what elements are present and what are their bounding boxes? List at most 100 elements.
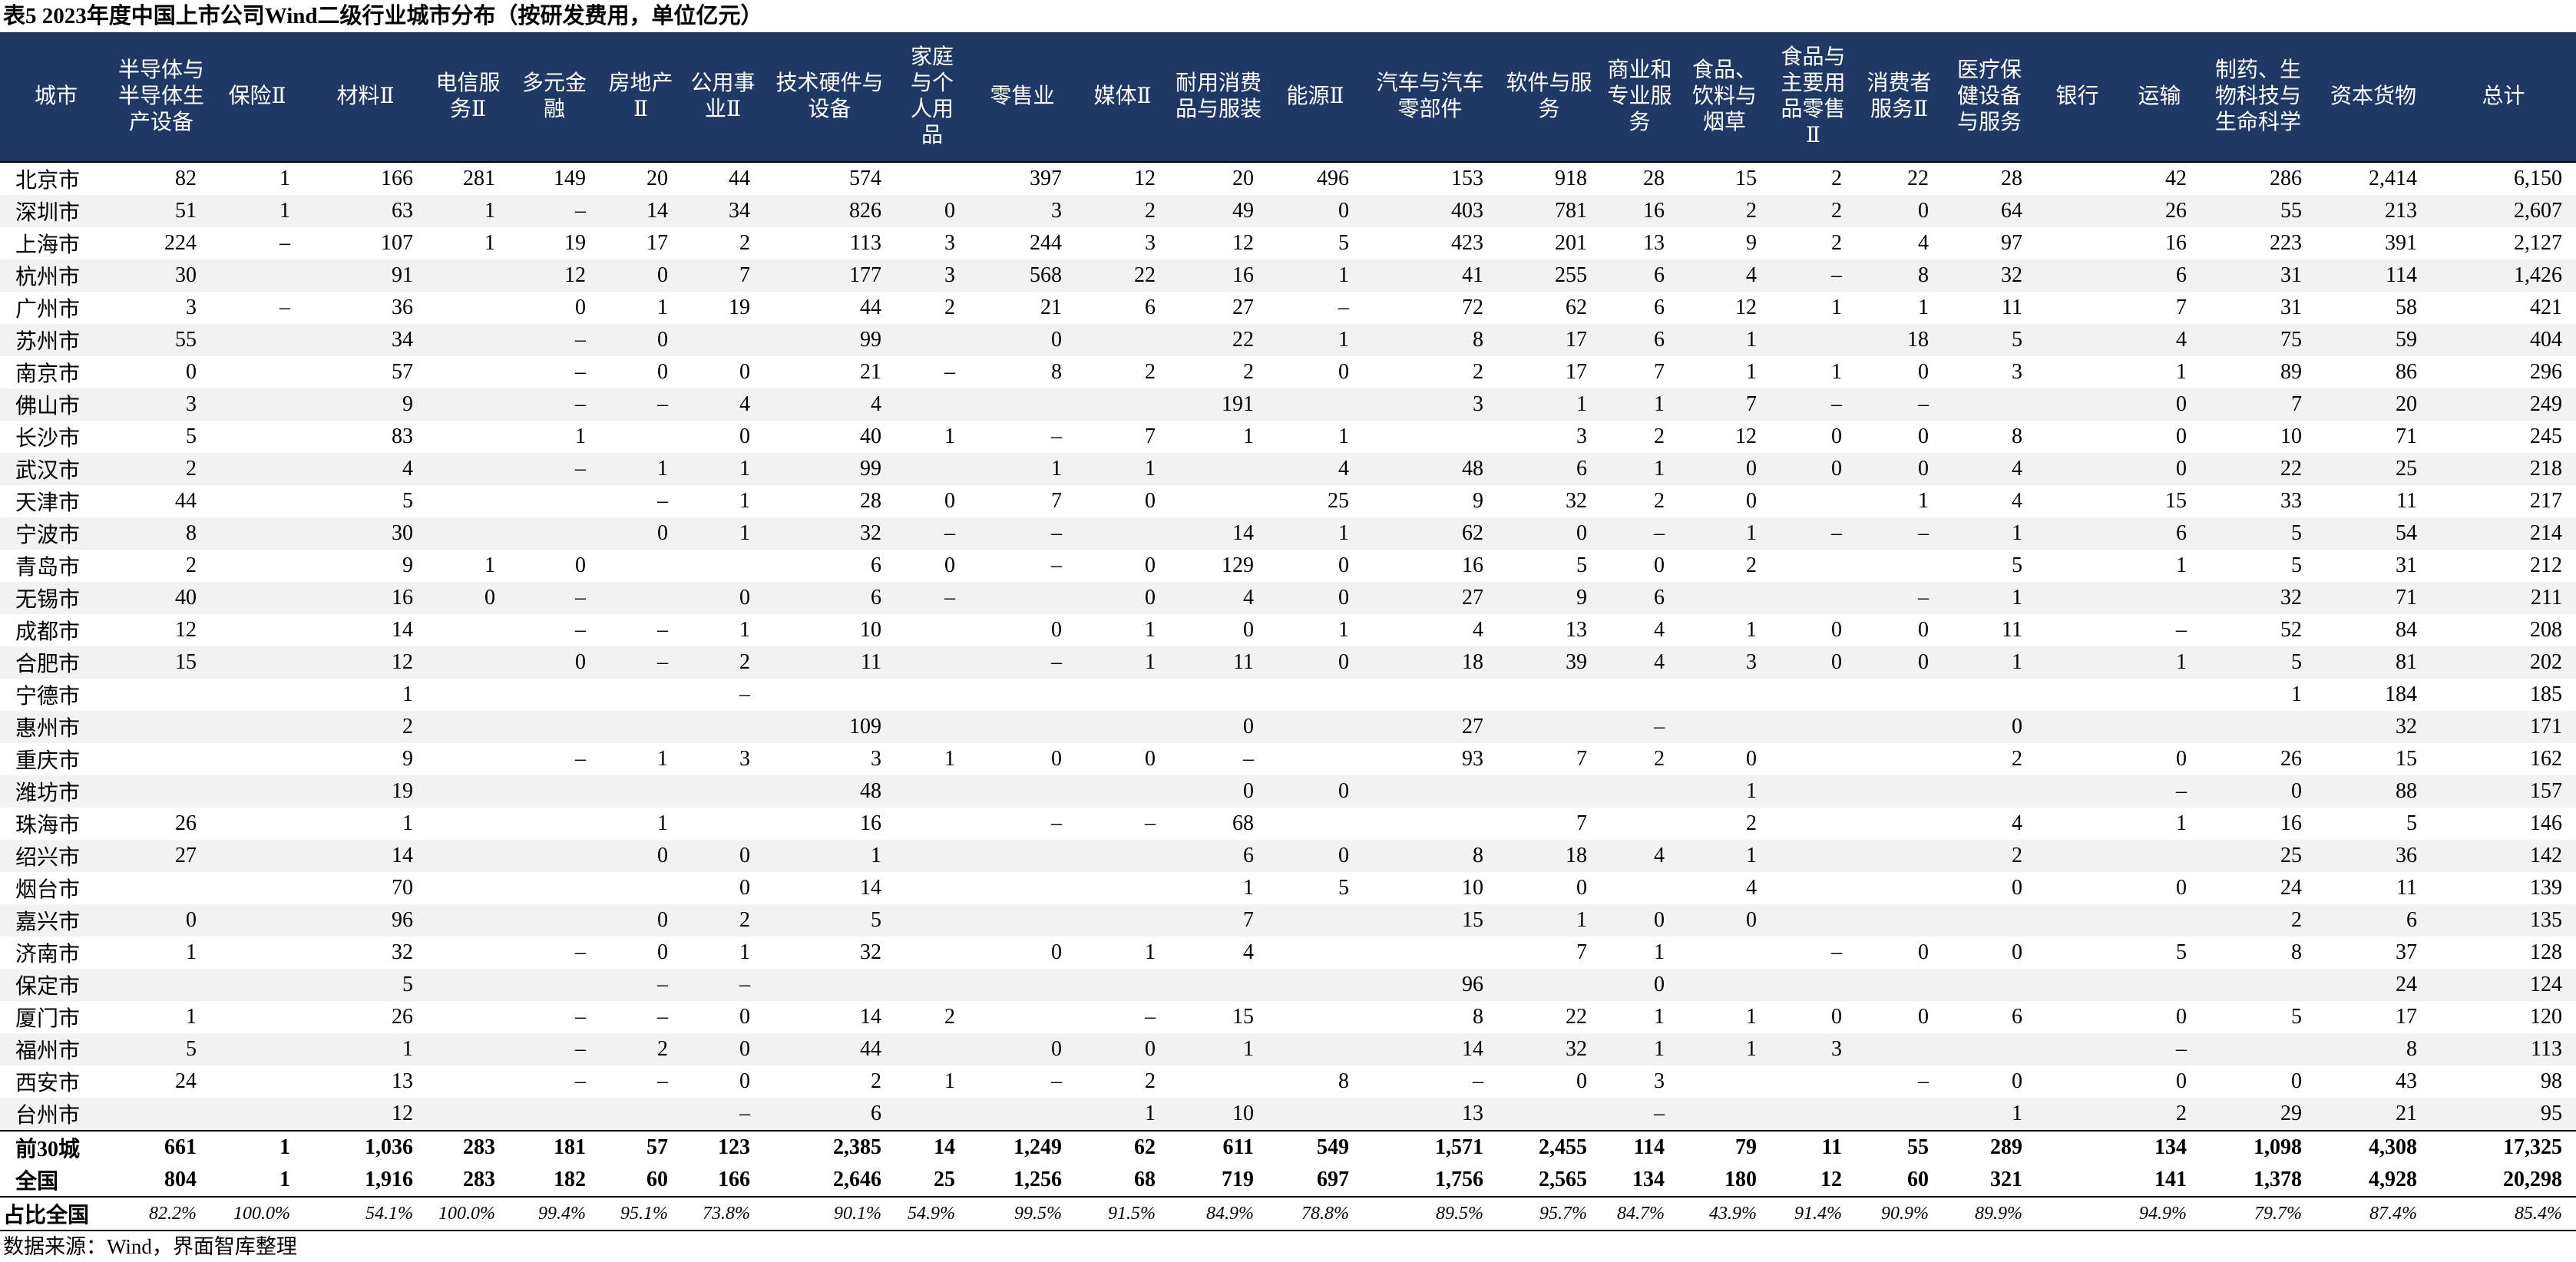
source-note: 数据来源：Wind，界面智库整理	[3, 1235, 297, 1258]
table-cell: 1	[2176, 811, 2187, 835]
table-cell: 0	[1918, 425, 1929, 448]
table-cell: 0	[739, 876, 750, 900]
table-cell: 0	[600, 259, 682, 292]
table-cell	[210, 808, 304, 840]
table-cell: 114	[1601, 1130, 1678, 1164]
table-cell: –	[509, 453, 600, 485]
table-cell: 1	[1678, 1033, 1771, 1065]
table-cell: –	[575, 1005, 586, 1029]
table-cell: 1	[1678, 775, 1771, 808]
table-cell	[2036, 969, 2118, 1001]
table-cell: 2	[944, 1005, 955, 1029]
table-cell: 2	[1145, 360, 1156, 384]
table-cell: 96	[304, 904, 427, 937]
table-cell: 14	[392, 618, 413, 642]
table-cell: 27	[1363, 711, 1497, 743]
table-cell: –	[509, 582, 600, 614]
table-cell: 8	[1473, 1005, 1483, 1029]
table-cell: 17	[2396, 1005, 2417, 1029]
table-cell	[509, 679, 600, 711]
table-cell: 286	[2270, 167, 2302, 190]
table-cell: 139	[2530, 876, 2562, 900]
table-cell: 31	[2396, 553, 2417, 577]
table-cell: 32	[860, 940, 881, 964]
table-cell: 3	[1145, 231, 1156, 255]
table-cell: 0	[1918, 360, 1929, 384]
table-cell	[1363, 421, 1497, 453]
table-cell	[895, 646, 969, 679]
table-cell: 1	[427, 195, 509, 227]
table-cell: 57	[392, 360, 413, 384]
table-cell: 1,426	[2431, 259, 2576, 292]
table-cell	[427, 1033, 509, 1065]
table-cell	[1076, 517, 1169, 550]
table-cell: 217	[2530, 489, 2562, 513]
table-cell: 6	[1601, 259, 1678, 292]
table-cell: 26	[2118, 195, 2201, 227]
table-cell	[1771, 582, 1856, 614]
table-cell: 21	[1040, 296, 1062, 319]
table-cell	[427, 324, 509, 356]
table-row: 深圳市 51 1 63 1–14 34 826 0 3 2 49 0 403 781 16 2 2 0 64 26 55…	[0, 195, 2576, 227]
table-cell: 31	[2280, 296, 2302, 319]
table-cell	[2036, 1098, 2118, 1131]
table-cell: 6,150	[2514, 167, 2562, 190]
table-cell: 15	[1363, 904, 1497, 937]
table-cell	[1678, 969, 1771, 1001]
table-cell	[2118, 582, 2201, 614]
table-cell: 12	[509, 259, 600, 292]
table-cell: 5	[1338, 231, 1349, 255]
table-cell: 1,916	[365, 1168, 413, 1191]
table-cell: –	[657, 489, 668, 513]
table-cell: –	[1856, 517, 1943, 550]
row-label: 全国	[15, 1170, 59, 1194]
table-cell: –	[1051, 811, 1062, 835]
table-cell: 423	[1451, 231, 1483, 255]
table-cell: 0	[1856, 646, 1943, 679]
table-cell: 0	[1601, 969, 1678, 1001]
table-cell	[427, 840, 509, 872]
table-cell	[1363, 775, 1497, 808]
table-cell: 16	[2165, 231, 2187, 255]
table-cell: 8	[1856, 259, 1943, 292]
table-cell: 697	[1317, 1168, 1349, 1191]
table-cell	[969, 1098, 1076, 1131]
table-cell: 19	[729, 296, 750, 319]
table-cell: 1	[1831, 296, 1842, 319]
table-cell: 4	[1746, 876, 1757, 900]
table-cell: 549	[1268, 1130, 1363, 1164]
table-cell	[427, 969, 509, 1001]
table-cell: 20	[646, 167, 668, 190]
table-cell: 134	[1632, 1168, 1665, 1191]
table-cell: 86	[2396, 360, 2417, 384]
table-cell	[1771, 743, 1856, 775]
column-header: 食品与主要用品零售Ⅱ	[1771, 32, 1856, 163]
table-cell: 1	[1169, 1033, 1268, 1065]
column-header: 家庭与个人用品	[895, 32, 969, 163]
table-cell: 0	[1076, 582, 1169, 614]
table-cell	[1363, 937, 1497, 969]
table-cell: 11	[2396, 489, 2417, 513]
table-cell: 1	[1943, 646, 2036, 679]
table-cell	[2036, 743, 2118, 775]
table-cell: 20,298	[2503, 1168, 2562, 1191]
table-cell: 29	[2201, 1098, 2316, 1131]
table-cell: 2	[1243, 360, 1254, 384]
table-cell: 24	[2280, 876, 2302, 900]
table-cell: 2,385	[764, 1130, 895, 1164]
table-cell	[1268, 1098, 1363, 1131]
table-cell: 2	[1746, 811, 1757, 835]
table-cell: 4	[1268, 453, 1363, 485]
table-cell: 4	[1473, 618, 1483, 642]
table-cell: 3	[739, 747, 750, 771]
table-cell: –	[1145, 811, 1156, 835]
table-cell: –	[1243, 747, 1254, 771]
table-cell: 134	[2118, 1130, 2201, 1164]
table-row: 保定市 5 – – 96 0 24 124	[0, 969, 2576, 1001]
table-cell: 3	[895, 259, 969, 292]
table-cell: 19	[304, 775, 427, 808]
table-cell: –	[575, 747, 586, 771]
table-cell: 0	[1145, 553, 1156, 577]
table-row: 珠海市 26 1 1 16 – – 68 7 2 4 1 16 5 146	[0, 808, 2576, 840]
row-label: 北京市	[15, 169, 81, 193]
